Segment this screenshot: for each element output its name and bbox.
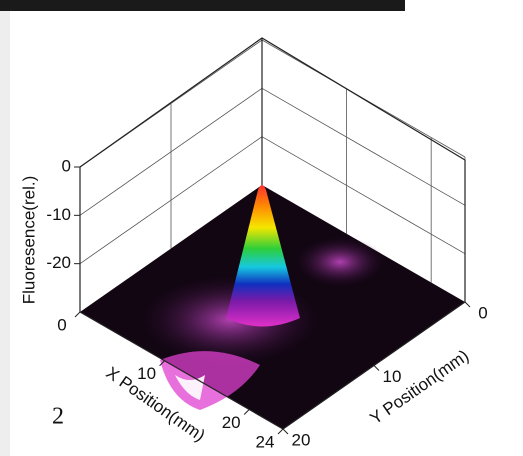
figure: 2 Fluoresence(rel.) X Position(mm) Y Pos…	[0, 0, 523, 456]
y-tick	[283, 429, 288, 434]
top-edge	[80, 38, 465, 167]
y-tick	[465, 302, 470, 307]
z-tick-label: 0	[62, 156, 71, 175]
y-tick-label: 0	[478, 303, 487, 322]
x-tick-label: 24	[256, 432, 275, 451]
panel-label: 2	[52, 404, 64, 430]
surface-ridge	[295, 237, 385, 287]
x-tick	[278, 429, 283, 434]
z-tick-label: -20	[46, 253, 71, 272]
y-tick	[374, 366, 379, 371]
z-grid-line	[80, 40, 465, 167]
x-tick-label: 0	[57, 315, 66, 334]
y-tick-label: 10	[383, 367, 402, 386]
x-tick	[244, 410, 249, 415]
z-axis-title: Fluoresence(rel.)	[19, 176, 38, 305]
left-border	[0, 11, 10, 456]
z-tick-label: -10	[46, 205, 71, 224]
x-tick-label: 20	[222, 413, 241, 432]
x-tick	[75, 312, 80, 317]
y-tick-label: 20	[292, 430, 311, 449]
x-tick-label: 10	[137, 364, 156, 383]
cropped-image-strip	[0, 0, 405, 11]
